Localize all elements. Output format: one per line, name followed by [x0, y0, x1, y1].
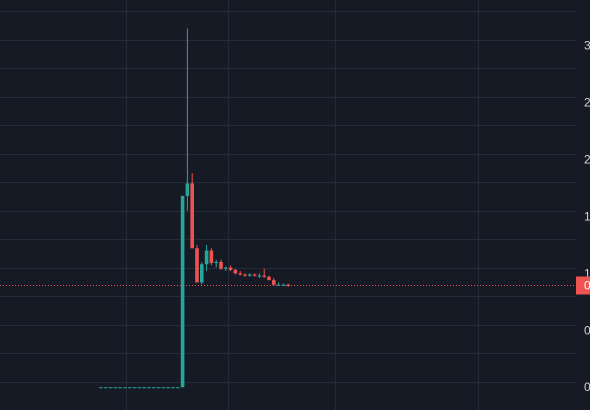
- candle-body: [272, 280, 276, 285]
- candle-body: [171, 387, 175, 389]
- candle-body: [104, 387, 108, 389]
- candle-body: [176, 387, 180, 389]
- candle-body: [204, 250, 209, 265]
- grid: [0, 0, 576, 410]
- candle-body: [286, 284, 290, 286]
- candle-body: [132, 387, 137, 389]
- last-price-tag: 0: [576, 276, 590, 295]
- candle-series: [99, 28, 290, 389]
- candle-body: [214, 261, 218, 264]
- candle-body: [99, 387, 103, 389]
- candle-body: [257, 275, 262, 277]
- y-tick-label: 3: [584, 39, 590, 53]
- last-price-label: 0: [584, 279, 590, 293]
- candle-body: [228, 267, 233, 270]
- candle-body: [161, 387, 166, 389]
- candle-body: [128, 387, 132, 389]
- candle-body: [219, 261, 223, 269]
- y-tick-label: 1: [584, 209, 590, 223]
- candle-body: [200, 264, 204, 283]
- candle-body: [267, 276, 271, 281]
- candle-body: [123, 387, 127, 389]
- candle-body: [152, 387, 156, 389]
- candle-body: [252, 274, 257, 276]
- candle-body: [166, 387, 170, 389]
- candle-body: [224, 267, 228, 269]
- candle-body: [190, 183, 194, 249]
- y-tick-label: 2: [584, 152, 590, 166]
- candle-body: [137, 387, 142, 389]
- candle-body: [281, 284, 286, 286]
- candle-body: [233, 269, 238, 274]
- candle-body: [156, 387, 161, 389]
- y-tick-label: 2: [584, 96, 590, 110]
- candle-body: [209, 250, 214, 264]
- candle-body: [238, 273, 242, 275]
- candle-body: [108, 387, 113, 389]
- candle-body: [262, 275, 266, 277]
- candle-body: [185, 183, 190, 196]
- y-tick-label: 0: [584, 323, 590, 337]
- candle-body: [180, 195, 185, 388]
- last-price-tag-background: [576, 276, 590, 295]
- y-tick-label: 1: [584, 266, 590, 280]
- candle-body: [142, 387, 146, 389]
- candle-body: [118, 387, 122, 389]
- y-tick-label: 0: [584, 380, 590, 394]
- candle-body: [276, 284, 281, 286]
- candle-body: [248, 274, 252, 276]
- candle-body: [147, 387, 151, 389]
- candle-body: [113, 387, 118, 389]
- candle-body: [243, 274, 247, 276]
- candle-body: [195, 248, 199, 283]
